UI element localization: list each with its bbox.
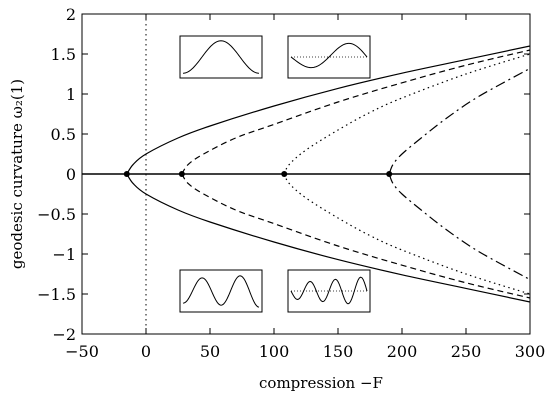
- x-axis-label: compression −F: [259, 374, 383, 392]
- x-tick-label: 100: [259, 342, 290, 361]
- y-tick-label: −0.5: [37, 205, 76, 224]
- y-tick-label: 0.5: [51, 125, 76, 144]
- x-tick-label: 0: [141, 342, 151, 361]
- x-tick-label: 300: [515, 342, 546, 361]
- y-tick-label: −2: [52, 325, 76, 344]
- axis-ticks: −50 0 50 100 150 200 250 300 −2 −1.5 −1 −0.5 0 0.5 1 1.…: [37, 5, 545, 361]
- x-tick-label: −50: [65, 342, 99, 361]
- series-1-lower-branch: [126, 173, 531, 303]
- bifurcation-point-2: [178, 171, 185, 177]
- inset-profile-curve: [182, 40, 260, 74]
- x-tick-label: 200: [387, 342, 418, 361]
- bifurcation-point-4: [386, 171, 393, 177]
- series-3-lower-branch: [283, 173, 531, 295]
- x-tick-label: 50: [200, 342, 220, 361]
- inset-bottom-right: [287, 269, 371, 313]
- y-tick-label: −1: [52, 245, 76, 264]
- y-tick-label: 1: [66, 85, 76, 104]
- y-tick-label: 2: [66, 5, 76, 24]
- y-axis-label: geodesic curvature ω₂(1): [8, 79, 26, 269]
- y-tick-label: 1.5: [51, 45, 76, 64]
- bifurcation-point-1: [123, 171, 130, 177]
- insets: [179, 35, 371, 313]
- series-2-lower-branch: [181, 173, 531, 299]
- series-1-upper-branch: [126, 45, 531, 175]
- series-4-upper-branch: [388, 67, 531, 175]
- y-tick-label: 0: [66, 165, 76, 184]
- inset-profile-curve: [290, 276, 368, 305]
- inset-top-right: [287, 35, 371, 79]
- x-tick-label: 150: [323, 342, 354, 361]
- bifurcation-point-3: [281, 171, 288, 177]
- inset-bottom-left: [179, 269, 263, 313]
- inset-frame: [179, 35, 263, 79]
- inset-profile-curve: [290, 42, 368, 69]
- x-tick-label: 250: [451, 342, 482, 361]
- series-4-lower-branch: [388, 173, 531, 281]
- inset-top-left: [179, 35, 263, 79]
- y-tick-label: −1.5: [37, 285, 76, 304]
- series-3-upper-branch: [283, 53, 531, 175]
- inset-profile-curve: [182, 275, 260, 308]
- series-2-upper-branch: [181, 49, 531, 175]
